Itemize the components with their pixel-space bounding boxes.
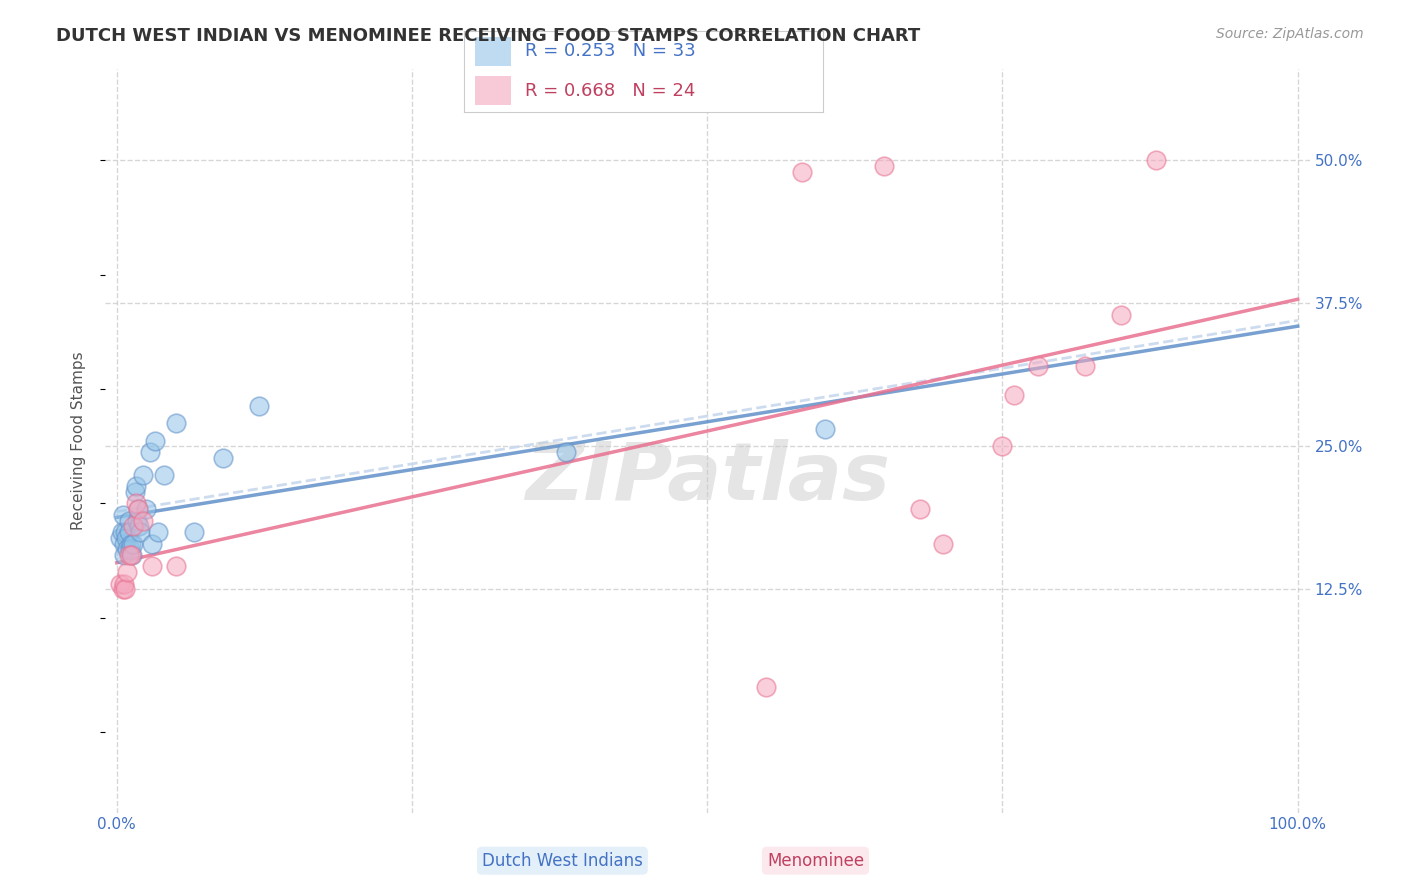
Y-axis label: Receiving Food Stamps: Receiving Food Stamps xyxy=(72,351,86,530)
Text: ZIPatlas: ZIPatlas xyxy=(524,439,890,516)
Point xyxy=(117,542,139,557)
Point xyxy=(873,159,896,173)
Point xyxy=(117,525,139,540)
Point xyxy=(554,445,576,459)
Point xyxy=(112,576,135,591)
Point xyxy=(124,485,146,500)
Point xyxy=(114,582,136,597)
Point xyxy=(125,479,148,493)
Point xyxy=(120,548,142,562)
Point xyxy=(118,542,141,557)
Point xyxy=(814,422,837,436)
Point xyxy=(143,434,166,448)
Text: Menominee: Menominee xyxy=(766,852,865,870)
Point xyxy=(125,514,148,528)
Point xyxy=(165,417,187,431)
Text: DUTCH WEST INDIAN VS MENOMINEE RECEIVING FOOD STAMPS CORRELATION CHART: DUTCH WEST INDIAN VS MENOMINEE RECEIVING… xyxy=(56,27,921,45)
Point xyxy=(141,559,163,574)
Point xyxy=(127,502,149,516)
Point xyxy=(110,525,132,540)
Point xyxy=(1074,359,1097,373)
Point xyxy=(115,531,138,545)
Point xyxy=(212,450,235,465)
Point xyxy=(128,519,150,533)
Point xyxy=(908,502,931,516)
Point xyxy=(127,502,149,516)
Point xyxy=(153,467,176,482)
Text: R = 0.668   N = 24: R = 0.668 N = 24 xyxy=(524,82,696,100)
Point xyxy=(121,548,143,562)
Point xyxy=(117,514,139,528)
Bar xyxy=(475,37,510,66)
Point xyxy=(110,576,132,591)
Point xyxy=(114,525,136,540)
Point xyxy=(111,508,134,522)
Point xyxy=(120,536,142,550)
Point xyxy=(122,519,145,533)
Point xyxy=(146,525,169,540)
Point xyxy=(991,439,1014,453)
Point xyxy=(110,531,132,545)
Point xyxy=(122,536,145,550)
Point xyxy=(1026,359,1049,373)
Point xyxy=(129,525,152,540)
Point xyxy=(755,680,778,694)
Point xyxy=(117,565,139,579)
Point xyxy=(247,399,270,413)
Point xyxy=(112,548,135,562)
Point xyxy=(183,525,205,540)
Point xyxy=(1109,308,1132,322)
Bar xyxy=(475,76,510,105)
Point xyxy=(165,559,187,574)
Point xyxy=(135,502,157,516)
Point xyxy=(125,496,148,510)
Point xyxy=(117,548,139,562)
Text: Source: ZipAtlas.com: Source: ZipAtlas.com xyxy=(1216,27,1364,41)
Point xyxy=(790,164,813,178)
Point xyxy=(1002,388,1025,402)
Point xyxy=(112,536,135,550)
Point xyxy=(132,514,155,528)
Point xyxy=(141,536,163,550)
Text: Dutch West Indians: Dutch West Indians xyxy=(482,852,643,870)
Point xyxy=(132,467,155,482)
Point xyxy=(932,536,955,550)
Text: R = 0.253   N = 33: R = 0.253 N = 33 xyxy=(524,42,696,61)
Point xyxy=(139,445,162,459)
Point xyxy=(1144,153,1167,167)
Point xyxy=(111,582,134,597)
